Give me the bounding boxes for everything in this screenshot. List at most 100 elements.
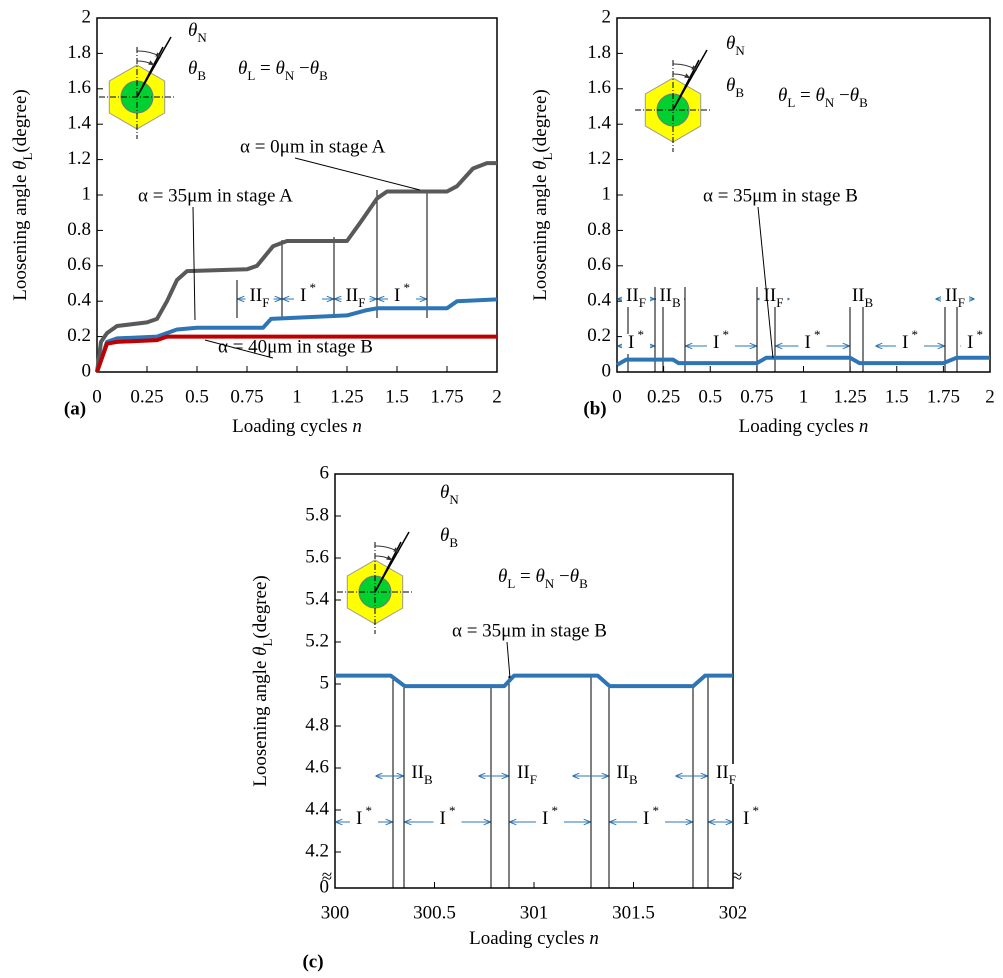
formula-part: − xyxy=(294,58,309,79)
x-axis-label-part: n xyxy=(589,928,599,949)
region-label-part: F xyxy=(262,295,269,310)
region-label-part: I xyxy=(967,332,973,353)
formula-part: N xyxy=(825,95,835,110)
region-label: I * xyxy=(643,803,659,829)
y-tick-label: 0 xyxy=(82,360,92,381)
region-label-part: F xyxy=(358,295,365,310)
y-tick-label: 0.8 xyxy=(67,219,91,240)
formula-part: L xyxy=(247,68,255,83)
region-label-part: * xyxy=(306,280,316,295)
region-label: IIF xyxy=(945,285,965,310)
x-tick-label: 1.25 xyxy=(330,386,363,407)
label-leader xyxy=(204,339,274,359)
x-tick-label: 0.5 xyxy=(698,386,722,407)
region-label-part: II xyxy=(659,285,672,306)
inset-label: θN xyxy=(188,20,207,45)
region-label-part: * xyxy=(362,803,372,818)
formula-part: B xyxy=(579,576,588,591)
y-tick-label: 5.4 xyxy=(305,588,329,609)
label-bg xyxy=(896,334,924,354)
angle-arc xyxy=(374,545,400,553)
region-label-part: II xyxy=(852,285,865,306)
y-tick-label: 0.4 xyxy=(587,290,611,311)
formula: θL = θN −θB xyxy=(498,566,588,591)
y-tick-label: 5 xyxy=(320,672,330,693)
inset-label-part: θ xyxy=(726,33,735,54)
y-tick-label: 4.6 xyxy=(305,756,329,777)
region-label-part: I xyxy=(804,332,810,353)
angle-arc xyxy=(374,555,393,561)
x-tick-label: 1.25 xyxy=(834,386,867,407)
x-tick-label: 0.75 xyxy=(740,386,773,407)
region-label: I * xyxy=(902,327,918,353)
y-tick-label: 1.8 xyxy=(587,42,611,63)
inset-label-part: θ xyxy=(440,525,449,546)
series-line xyxy=(616,355,990,367)
panel-label: (b) xyxy=(583,398,606,419)
label-bg xyxy=(408,764,436,784)
formula-part: θ xyxy=(310,58,319,79)
region-label-part: I xyxy=(300,285,306,306)
region-label-part: F xyxy=(639,295,646,310)
x-tick-label: 302 xyxy=(719,902,748,923)
series-label: α = 35μm in stage B xyxy=(452,620,607,641)
formula: θL = θN −θB xyxy=(238,58,328,83)
series-line xyxy=(95,297,498,373)
label-leader xyxy=(192,206,196,321)
y-tick-label: 1.4 xyxy=(67,113,91,134)
angle-arc xyxy=(672,73,691,79)
series-label: α = 35μm in stage B xyxy=(703,185,858,206)
region-label: I * xyxy=(804,327,820,353)
label-bg xyxy=(707,334,735,354)
label-bg xyxy=(513,764,541,784)
x-tick-label: 0.25 xyxy=(647,386,680,407)
inset-label-part: B xyxy=(197,68,206,83)
label-bg xyxy=(350,810,378,830)
region-label: IIB xyxy=(616,762,638,787)
inset-label: θN xyxy=(726,33,745,58)
label-bg xyxy=(941,287,969,307)
formula-part: = xyxy=(255,58,275,79)
y-axis-label-part: θ xyxy=(530,161,551,170)
label-bg xyxy=(656,287,684,307)
x-tick-label: 300 xyxy=(321,902,350,923)
y-tick-label: 2 xyxy=(602,6,612,27)
region-label-part: II xyxy=(411,762,424,783)
formula-part: = xyxy=(795,85,815,106)
region-label: I * xyxy=(394,280,410,306)
region-label-part: * xyxy=(973,327,983,342)
y-tick-label: 0 xyxy=(602,360,612,381)
region-label-part: * xyxy=(400,280,410,295)
x-tick-label: 1.5 xyxy=(885,386,909,407)
series-label: α = 0μm in stage A xyxy=(240,136,386,157)
label-bg xyxy=(622,334,650,354)
label-bg xyxy=(388,287,416,307)
region-label: I * xyxy=(713,327,729,353)
formula-part: = xyxy=(515,566,535,587)
region-label-part: I xyxy=(743,808,749,829)
formula-part: N xyxy=(285,68,295,83)
formula-part: θ xyxy=(536,566,545,587)
region-label-part: B xyxy=(629,772,638,787)
formula-part: θ xyxy=(816,85,825,106)
region-label-part: B xyxy=(864,295,873,310)
region-label: IIB xyxy=(852,285,874,310)
y-axis-label-part: L xyxy=(20,153,35,161)
region-label-part: B xyxy=(672,295,681,310)
y-axis-label: Loosening angle θL(degree) xyxy=(10,89,35,300)
x-tick-label: 1 xyxy=(292,386,302,407)
y-axis-label-part: (degree) xyxy=(250,575,271,638)
y-tick-label: 0.2 xyxy=(67,325,91,346)
angle-arc xyxy=(136,50,162,58)
x-tick-label: 1 xyxy=(799,386,809,407)
y-tick-label: 0.8 xyxy=(587,219,611,240)
label-bg xyxy=(961,334,989,354)
region-label-part: F xyxy=(530,772,537,787)
label-bg xyxy=(294,287,322,307)
x-tick-label: 0.25 xyxy=(130,386,163,407)
region-label: IIB xyxy=(411,762,433,787)
formula-part: L xyxy=(787,95,795,110)
formula-part: N xyxy=(545,576,555,591)
